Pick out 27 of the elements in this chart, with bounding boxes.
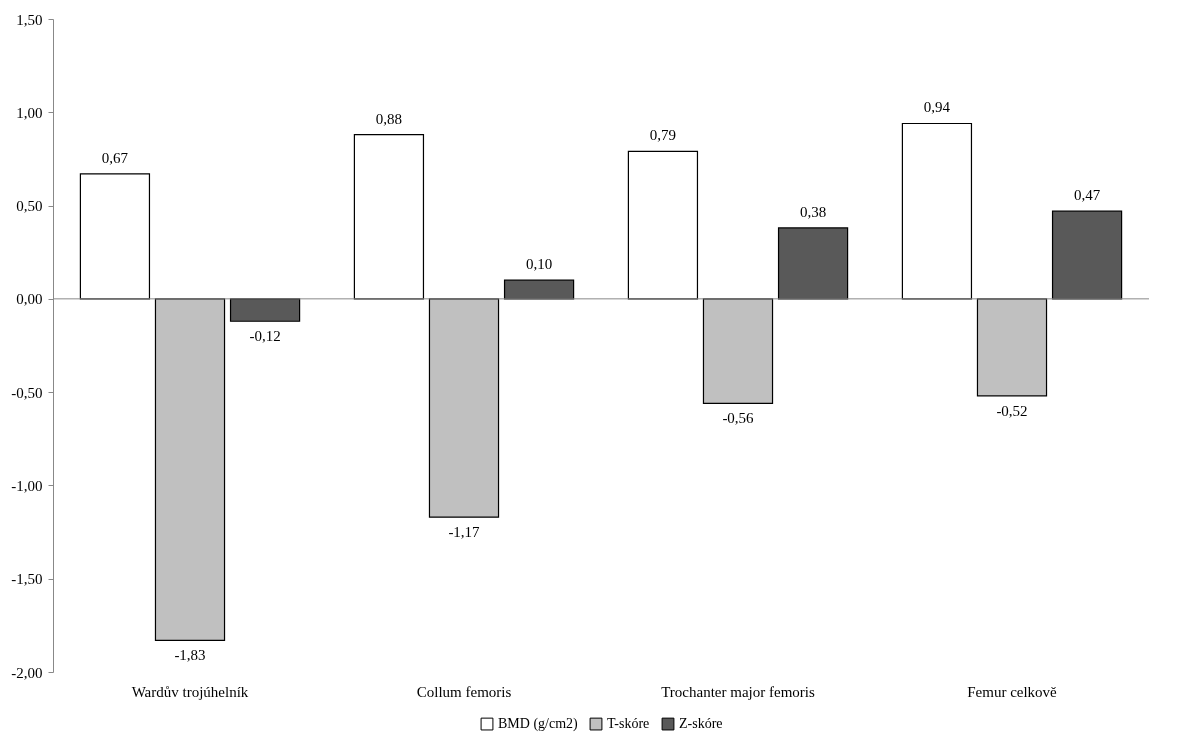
data-label: 0,67 bbox=[101, 149, 129, 166]
y-tick-label: -0,50 bbox=[11, 384, 43, 401]
data-label: 0,38 bbox=[799, 203, 827, 220]
data-label: 0,47 bbox=[1073, 187, 1101, 204]
y-tick-label: 1,50 bbox=[16, 11, 43, 28]
data-label: -0,12 bbox=[249, 328, 281, 345]
data-label: -1,83 bbox=[174, 647, 206, 664]
x-tick-label: Wardův trojúhelník bbox=[131, 683, 249, 700]
data-label: 0,10 bbox=[525, 256, 553, 273]
y-tick-label: -2,00 bbox=[11, 664, 43, 681]
data-label: 0,94 bbox=[923, 99, 951, 116]
data-label: -0,52 bbox=[996, 402, 1028, 419]
y-tick-label: 0,00 bbox=[16, 291, 43, 308]
x-tick-label: Collum femoris bbox=[416, 683, 512, 700]
y-tick-label: -1,00 bbox=[11, 477, 43, 494]
y-tick-label: -1,50 bbox=[11, 571, 43, 588]
y-tick-label: 1,00 bbox=[16, 104, 43, 121]
data-label: 0,88 bbox=[375, 110, 403, 127]
data-label: 0,79 bbox=[649, 127, 677, 144]
x-tick-label: Femur celkově bbox=[967, 683, 1058, 700]
x-tick-label: Trochanter major femoris bbox=[661, 683, 815, 700]
legend-label: BMD (g/cm2) bbox=[498, 716, 579, 733]
legend-label: Z-skóre bbox=[679, 716, 723, 732]
data-label: -1,17 bbox=[448, 524, 481, 541]
y-tick-label: 0,50 bbox=[16, 198, 43, 215]
data-label: -0,56 bbox=[722, 410, 755, 427]
legend-label: T-skóre bbox=[607, 716, 650, 732]
